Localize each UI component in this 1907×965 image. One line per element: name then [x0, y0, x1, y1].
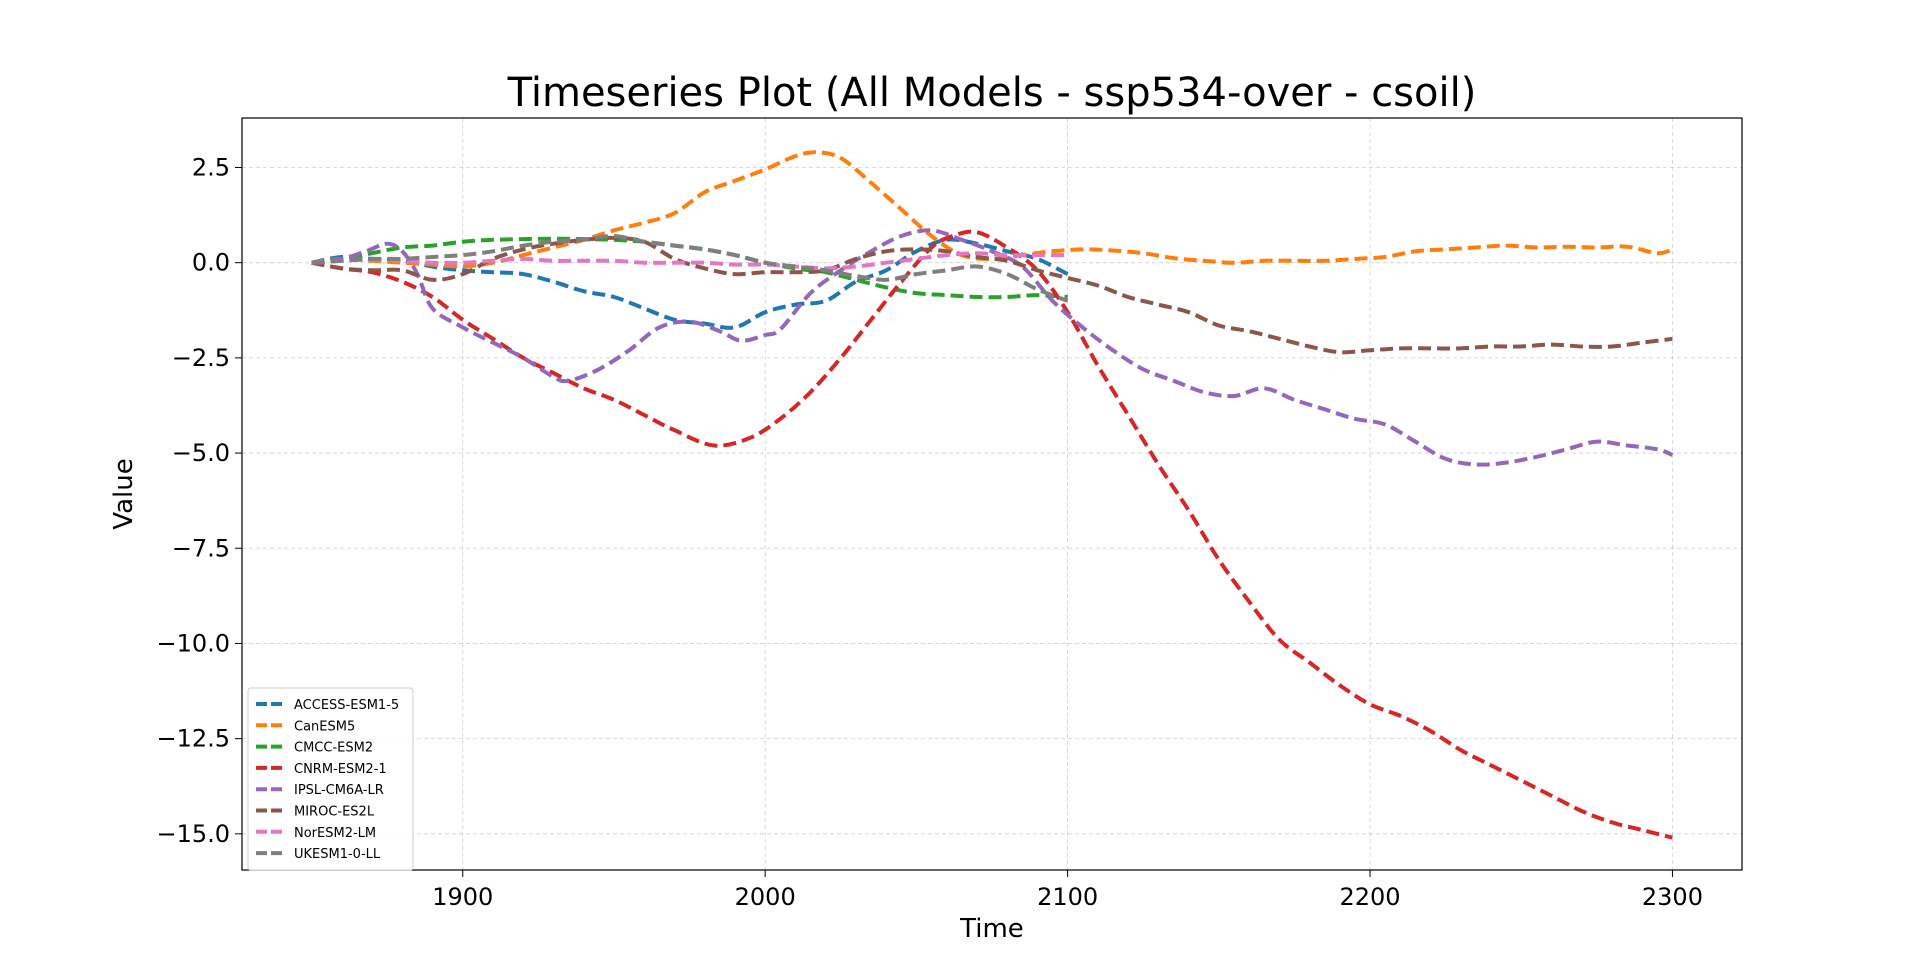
y-tick-label: −10.0	[156, 629, 230, 657]
series-line-cnrm-esm2-1	[311, 229, 1673, 840]
plot-frame	[241, 117, 1743, 871]
y-tick-label: −12.5	[156, 725, 230, 753]
series-line-miroc-es2l	[311, 235, 1673, 355]
x-tick-label: 2300	[1642, 883, 1703, 911]
series-line-ukesm1-0-ll	[311, 233, 1069, 303]
legend-label-noresm2-lm: NorESM2-LM	[294, 826, 376, 841]
legend-label-cmcc-esm2: CMCC-ESM2	[294, 741, 373, 756]
grid	[242, 118, 1742, 870]
x-tick-label: 2200	[1339, 883, 1400, 911]
series-line-access-esm1-5	[311, 237, 1069, 330]
legend-label-canesm5: CanESM5	[294, 719, 355, 734]
series-lines	[311, 150, 1674, 840]
legend-label-ipsl-cm6a-lr: IPSL-CM6A-LR	[294, 783, 384, 798]
chart-title: Timeseries Plot (All Models - ssp534-ove…	[507, 70, 1477, 116]
y-tick-label: −5.0	[172, 439, 230, 467]
legend: ACCESS-ESM1-5 CanESM5 CMCC-ESM2 CNRM-ESM2-1…	[247, 687, 414, 871]
y-tick-label: 2.5	[192, 153, 230, 181]
x-tick-label: 1900	[432, 883, 493, 911]
y-axis-label: Value	[109, 458, 139, 529]
x-tick-label: 2100	[1037, 883, 1098, 911]
legend-label-ukesm1-0-ll: UKESM1-0-LL	[294, 847, 381, 862]
x-tick-label: 2000	[735, 883, 796, 911]
axis-ticks: 1900 2000 2100 2200 2300 2.5 0.0 −2.5 −5.0 −7.5 −1…	[156, 153, 1703, 911]
y-tick-label: −2.5	[172, 344, 230, 372]
series-line-noresm2-lm	[311, 251, 1068, 271]
legend-box	[247, 687, 414, 871]
legend-label-access-esm1-5: ACCESS-ESM1-5	[294, 698, 399, 713]
y-tick-label: −15.0	[156, 820, 230, 848]
x-axis-label: Time	[959, 914, 1024, 944]
legend-label-cnrm-esm2-1: CNRM-ESM2-1	[294, 762, 387, 777]
y-tick-label: 0.0	[192, 249, 230, 277]
series-line-ipsl-cm6a-lr	[311, 228, 1674, 467]
legend-label-miroc-es2l: MIROC-ES2L	[294, 805, 375, 820]
series-line-canesm5	[311, 150, 1674, 269]
y-tick-label: −7.5	[172, 534, 230, 562]
